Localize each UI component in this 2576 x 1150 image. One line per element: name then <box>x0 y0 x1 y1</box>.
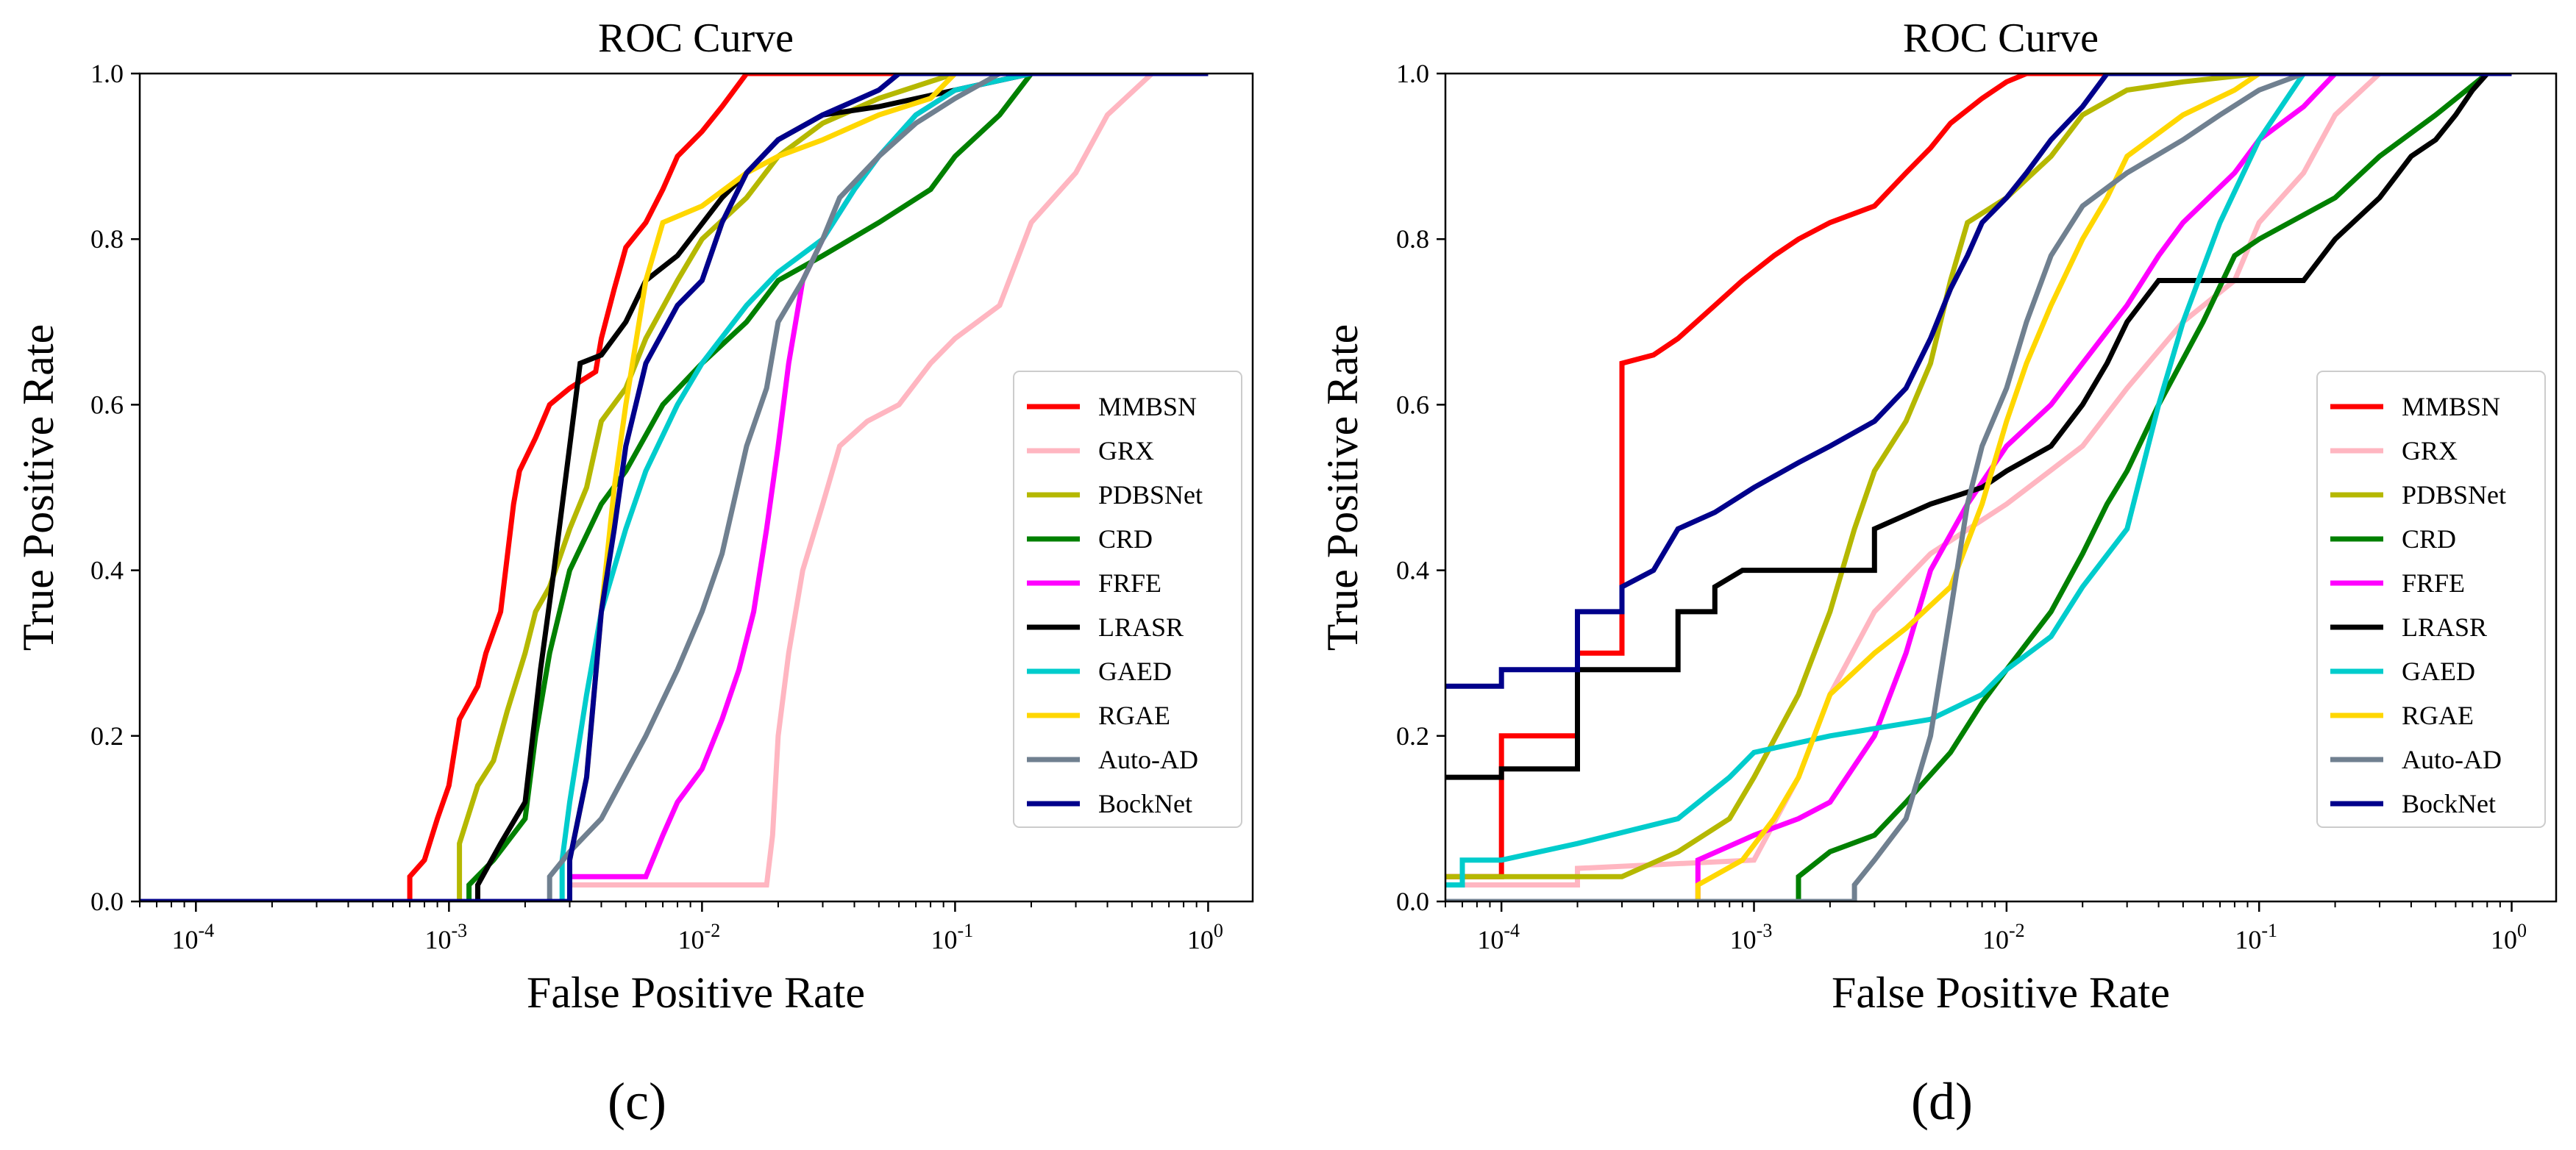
legend-label-rgae: RGAE <box>1098 701 1170 730</box>
x-tick-label: 10-4 <box>171 920 214 954</box>
y-tick-label: 0.0 <box>90 887 124 916</box>
y-tick-label: 0.2 <box>90 721 124 751</box>
plot-frame <box>138 72 1254 903</box>
chart-title: ROC Curve <box>1903 15 2099 61</box>
legend-label-bocknet: BockNet <box>2402 789 2496 818</box>
legend-label-crd: CRD <box>2402 524 2456 554</box>
series-line-lrasr <box>1445 74 2512 780</box>
legend: MMBSN GRX PDBSNet CRD FRFE LRASR GAED RGAE Auto-… <box>2316 371 2546 828</box>
series-group <box>1445 74 2512 901</box>
legend-label-frfe: FRFE <box>2402 568 2465 598</box>
y-tick-label: 0.0 <box>1396 887 1429 916</box>
x-tick-label: 10-2 <box>1982 920 2025 954</box>
legend-label-mmbsn: MMBSN <box>1098 392 1197 421</box>
x-tick-label: 10-1 <box>931 920 974 954</box>
series-line-crd <box>140 74 1209 901</box>
legend-label-pdbsnet: PDBSNet <box>2402 480 2506 510</box>
legend-label-gaed: GAED <box>2402 657 2475 686</box>
series-line-crd <box>1445 74 2512 901</box>
y-tick-label: 0.4 <box>90 556 124 585</box>
y-axis-label: True Positive Rate <box>1318 324 1367 651</box>
legend-label-pdbsnet: PDBSNet <box>1098 480 1203 510</box>
x-tick-label: 10-4 <box>1477 920 1520 954</box>
legend-label-rgae: RGAE <box>2402 701 2474 730</box>
panel-label: (c) <box>608 1072 666 1131</box>
series-line-mmbsn <box>140 74 1209 901</box>
legend: MMBSN GRX PDBSNet CRD FRFE LRASR GAED RGAE Auto-… <box>1013 371 1242 828</box>
legend-label-auto-ad: Auto-AD <box>2402 745 2502 774</box>
series-line-gaed <box>140 74 1209 901</box>
y-tick-label: 0.6 <box>90 390 124 419</box>
y-tick-label: 0.8 <box>90 224 124 254</box>
legend-label-gaed: GAED <box>1098 657 1172 686</box>
y-tick-label: 1.0 <box>1396 59 1429 88</box>
x-axis-label: False Positive Rate <box>1832 968 2170 1017</box>
x-tick-label: 10-2 <box>678 920 721 954</box>
panel-label: (d) <box>1911 1072 1973 1131</box>
y-tick-label: 0.6 <box>1396 390 1429 419</box>
legend-label-lrasr: LRASR <box>2402 612 2487 642</box>
y-tick-label: 0.4 <box>1396 556 1429 585</box>
series-line-auto-ad <box>1445 74 2512 901</box>
legend-label-grx: GRX <box>2402 436 2458 465</box>
legend-label-frfe: FRFE <box>1098 568 1161 598</box>
series-line-pdbsnet <box>1445 74 2512 879</box>
x-axis-label: False Positive Rate <box>527 968 865 1017</box>
chart-panel-1: ROC Curve 0.0 0.2 0.4 0.6 0.8 1.0 10-4 10-3 10-2 1… <box>1318 15 2558 1131</box>
x-tick-label: 10-3 <box>1730 920 1773 954</box>
legend-label-bocknet: BockNet <box>1098 789 1192 818</box>
series-line-pdbsnet <box>140 74 1209 901</box>
legend-label-crd: CRD <box>1098 524 1153 554</box>
series-line-gaed <box>1445 74 2512 888</box>
x-tick-label: 10-1 <box>2235 920 2277 954</box>
series-line-lrasr <box>140 74 1209 901</box>
legend-label-lrasr: LRASR <box>1098 612 1184 642</box>
x-tick-label: 100 <box>2491 920 2527 954</box>
series-group <box>140 74 1209 901</box>
plot-frame <box>1444 72 2558 903</box>
legend-label-mmbsn: MMBSN <box>2402 392 2500 421</box>
y-tick-label: 1.0 <box>90 59 124 88</box>
series-line-grx <box>1445 74 2512 888</box>
series-line-grx <box>140 74 1209 901</box>
legend-label-auto-ad: Auto-AD <box>1098 745 1198 774</box>
chart-panel-0: ROC Curve 0.0 0.2 0.4 0.6 0.8 1.0 10-4 10-3 10-2 1… <box>14 15 1254 1131</box>
chart-title: ROC Curve <box>598 15 794 61</box>
x-tick-label: 10-3 <box>425 920 468 954</box>
x-tick-label: 100 <box>1187 920 1223 954</box>
series-line-bocknet <box>140 74 1209 901</box>
y-tick-label: 0.8 <box>1396 224 1429 254</box>
y-tick-label: 0.2 <box>1396 721 1429 751</box>
series-line-bocknet <box>1445 74 2512 689</box>
legend-label-grx: GRX <box>1098 436 1154 465</box>
y-axis-label: True Positive Rate <box>14 324 63 651</box>
series-line-rgae <box>1445 74 2512 901</box>
